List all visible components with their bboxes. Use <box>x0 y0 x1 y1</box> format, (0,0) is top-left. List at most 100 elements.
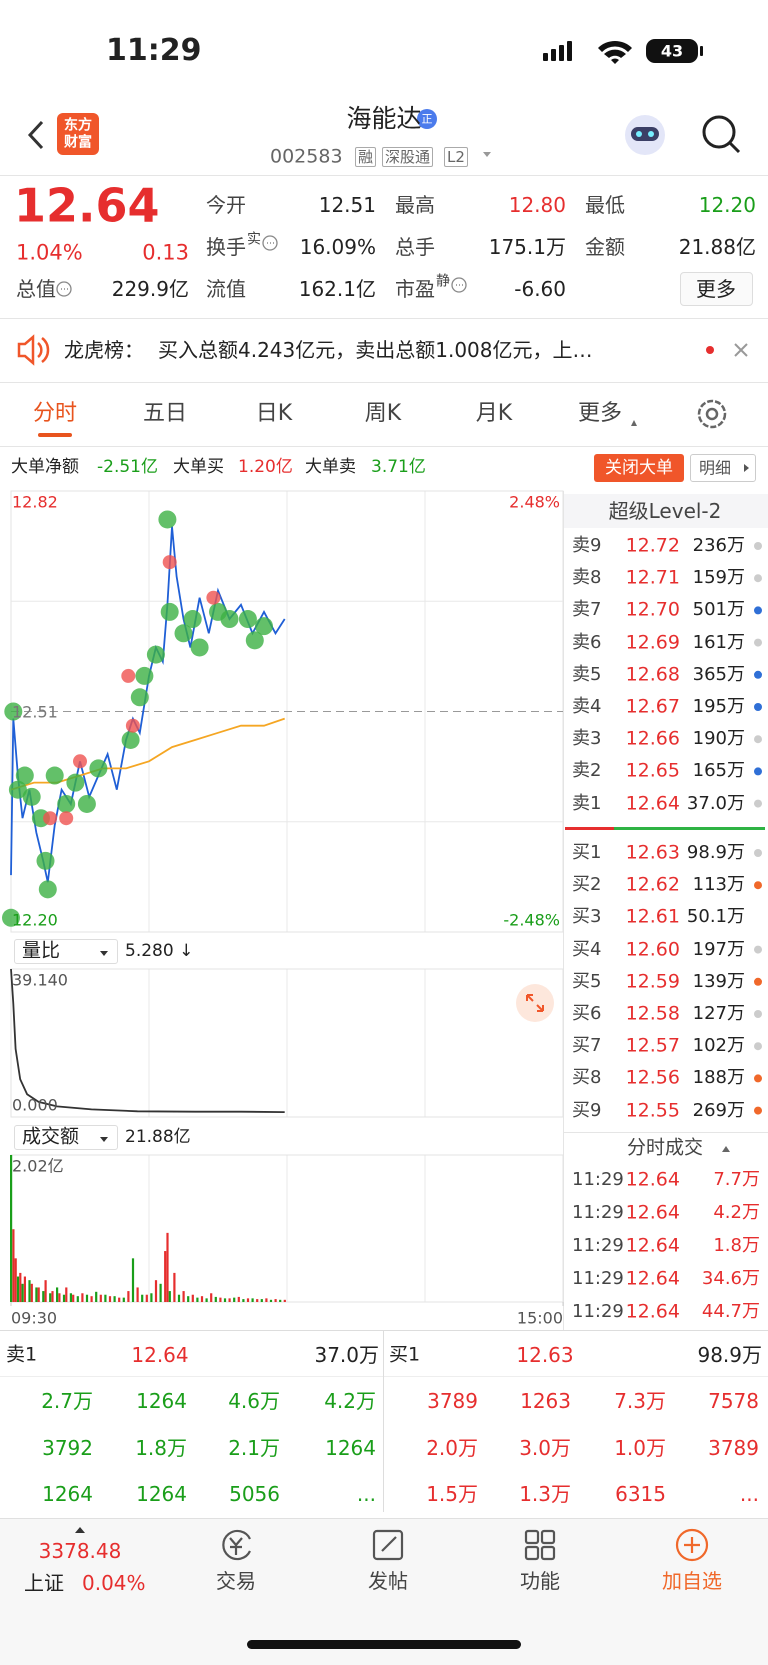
nav-item[interactable]: 发帖 <box>368 1569 408 1593</box>
detail-label[interactable]: 明细 <box>698 458 732 478</box>
big-order-value: 1.20亿 <box>238 456 293 477</box>
info-icon <box>56 281 72 297</box>
tab[interactable]: 日K <box>255 400 293 426</box>
book-volume: 365万 <box>692 664 745 685</box>
order-dot <box>754 542 762 550</box>
book-volume: 190万 <box>692 728 745 750</box>
tab[interactable]: 月K <box>475 400 513 426</box>
book-label: 买4 <box>572 938 602 960</box>
volume-bar <box>173 1272 176 1302</box>
change-pct: 1.04% <box>16 240 83 265</box>
search-icon[interactable] <box>702 115 741 154</box>
book-volume: 501万 <box>692 599 745 621</box>
book-label: 卖1 <box>572 792 602 814</box>
indicator-selector[interactable]: 成交额 <box>22 1125 80 1148</box>
volume-bar <box>95 1291 98 1302</box>
field-value: 12.51 <box>318 193 376 217</box>
field-value: 12.80 <box>508 193 566 217</box>
book-volume: 165万 <box>692 760 745 782</box>
tab[interactable]: 周K <box>364 400 402 426</box>
order-dot <box>754 1042 762 1051</box>
big-order-bubble <box>135 666 154 685</box>
tab[interactable]: 分时 <box>32 400 78 426</box>
volume-bar <box>21 1283 24 1302</box>
selector-box[interactable] <box>14 1125 118 1150</box>
order-dot <box>754 881 762 890</box>
stock-tag: 深股通 <box>382 147 434 167</box>
book-volume: 37.0万 <box>686 792 745 814</box>
volume-bar <box>14 1258 17 1302</box>
y2-tick-label: 2.48% <box>509 492 560 512</box>
selector-box[interactable] <box>14 939 118 964</box>
nav-item[interactable]: 功能 <box>520 1569 560 1593</box>
more-button[interactable] <box>680 272 753 306</box>
indicator-selector[interactable]: 量比 <box>22 939 61 962</box>
volume-bar <box>214 1296 217 1302</box>
big-order-bubble <box>125 718 140 733</box>
trade-price: 12.64 <box>625 1267 680 1290</box>
level2-header-bg <box>563 494 768 528</box>
big-order-bubble <box>174 624 193 643</box>
tab[interactable]: 更多 <box>577 400 623 426</box>
volume-bar <box>56 1287 59 1302</box>
volume-bar <box>104 1294 107 1302</box>
volume-bar <box>251 1298 254 1302</box>
queue-order: 1.8万 <box>135 1435 187 1460</box>
more-button-label[interactable]: 更多 <box>696 277 736 301</box>
volume-bar <box>274 1299 277 1302</box>
close-icon[interactable] <box>734 343 748 357</box>
book-label: 买7 <box>572 1035 602 1057</box>
big-order-bubble <box>4 702 23 721</box>
order-dot <box>754 606 762 615</box>
volume-bar <box>166 1232 169 1302</box>
book-price: 12.58 <box>625 1002 680 1025</box>
big-order-bubble <box>158 510 177 529</box>
volume-bar <box>113 1296 116 1302</box>
nav-item[interactable]: 加自选 <box>662 1569 722 1593</box>
big-order-bubble <box>238 610 257 629</box>
queue-order: 1.0万 <box>614 1435 666 1460</box>
big-order-bubble <box>89 759 108 778</box>
close-big-orders-label[interactable]: 关闭大单 <box>605 457 673 478</box>
book-price: 12.63 <box>625 841 680 864</box>
volume-bar <box>283 1299 286 1302</box>
queue-order: ... <box>739 1482 759 1506</box>
trade-time: 11:29 <box>572 1202 624 1224</box>
big-order-bubble <box>146 645 165 664</box>
volume-bar <box>62 1294 66 1302</box>
dropdown-icon[interactable] <box>483 152 491 157</box>
logo-text: 东方 <box>64 117 92 134</box>
expand-icon[interactable] <box>516 984 554 1022</box>
home-indicator <box>247 1640 521 1649</box>
volume-bar <box>233 1297 236 1302</box>
detail-button[interactable] <box>690 454 756 482</box>
queue-order: 2.7万 <box>41 1389 93 1413</box>
volume-bar <box>177 1294 181 1302</box>
volume-bar <box>16 1276 20 1302</box>
queue-order: 3789 <box>708 1435 759 1460</box>
trade-volume: 1.8万 <box>713 1235 760 1257</box>
badge-bg <box>417 109 437 129</box>
detail-arrow <box>744 464 749 472</box>
back-icon[interactable] <box>27 120 44 150</box>
y-tick-label: 2.02亿 <box>12 1156 64 1176</box>
field-value: 12.20 <box>698 193 756 217</box>
x-tick-label: 15:00 <box>516 1308 563 1328</box>
field-value: 175.1万 <box>488 235 566 259</box>
book-label: 卖5 <box>572 664 602 685</box>
nav-item[interactable]: 交易 <box>216 1569 256 1593</box>
queue-order: 1264 <box>136 1389 187 1413</box>
trade-price: 12.64 <box>625 1300 680 1323</box>
close-big-orders-button[interactable] <box>594 454 684 482</box>
assistant-icon[interactable] <box>625 115 665 155</box>
order-dot <box>754 574 762 583</box>
divider <box>0 446 768 447</box>
tab[interactable]: 五日 <box>142 400 188 426</box>
book-volume: 188万 <box>692 1067 745 1089</box>
volume-bar <box>265 1298 268 1302</box>
book-volume: 98.9万 <box>697 1343 762 1367</box>
order-dot <box>754 735 762 744</box>
settings-icon[interactable] <box>697 399 727 429</box>
order-dot <box>754 1074 762 1083</box>
